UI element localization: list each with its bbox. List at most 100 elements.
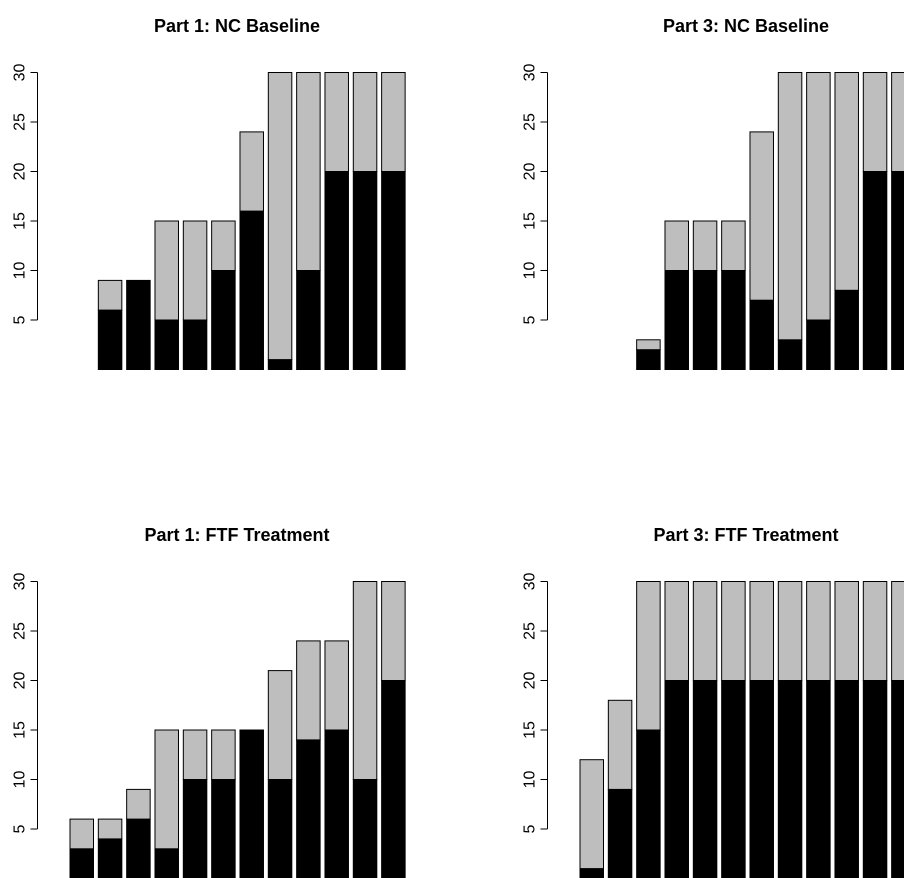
bar-segment-lower: [126, 818, 151, 878]
y-tick-label: 20: [12, 672, 29, 690]
bar-segment-lower: [352, 171, 378, 370]
bar-segment-upper: [834, 581, 859, 681]
bar-segment-upper: [806, 581, 831, 681]
bar-segment-upper: [97, 279, 123, 311]
bar-segment-upper: [777, 581, 803, 681]
bar-segment-upper: [239, 131, 264, 212]
bar-segment-lower: [154, 319, 179, 370]
panel-part1-ftf-treatment: Part 1: FTF Treatment 5 10 15 20 25 30: [12, 525, 406, 878]
bar-segment-upper: [182, 729, 208, 780]
bar-segment-lower: [381, 680, 406, 878]
bar-segment-lower: [806, 680, 831, 878]
bar-segment-upper: [211, 220, 236, 271]
y-tick-label: 5: [12, 824, 29, 833]
y-tick-label: 30: [522, 64, 539, 82]
panel-title: Part 3: NC Baseline: [663, 16, 829, 36]
y-tick-label: 20: [522, 672, 539, 690]
bar-segment-upper: [777, 72, 803, 341]
bar-segment-lower: [211, 270, 236, 370]
bar-segment-lower: [126, 279, 151, 370]
bar-segment-upper: [352, 72, 378, 172]
bar-segment-lower: [806, 319, 831, 370]
bar-segment-lower: [636, 729, 661, 878]
bar-segment-lower: [324, 729, 349, 878]
bar-segment-lower: [777, 339, 803, 370]
y-tick-label: 30: [12, 64, 29, 82]
bar-segment-lower: [267, 779, 293, 878]
bar-segment-upper: [891, 581, 904, 681]
bar-segment-upper: [324, 72, 349, 172]
bar-segment-upper: [749, 581, 774, 681]
y-tick-label: 20: [12, 163, 29, 181]
bar-segment-upper: [806, 72, 831, 321]
bar-segment-lower: [721, 680, 746, 878]
bar-segment-lower: [154, 848, 179, 878]
bar-segment-upper: [296, 72, 321, 271]
bar-segment-lower: [324, 171, 349, 370]
bar-segment-lower: [834, 680, 859, 878]
bar-segment-lower: [834, 289, 859, 370]
bar-segment-lower: [749, 299, 774, 371]
y-tick-label: 10: [12, 262, 29, 280]
y-tick-label: 5: [522, 824, 539, 833]
bar-segment-lower: [296, 270, 321, 370]
bar-segment-upper: [862, 72, 888, 172]
bar-segment-upper: [324, 640, 349, 731]
y-tick-label: 15: [522, 721, 539, 739]
bar-segment-lower: [239, 729, 264, 878]
bar-segment-lower: [749, 680, 774, 878]
bar-segment-upper: [721, 220, 746, 271]
bar-segment-upper: [692, 581, 718, 681]
panel-part3-ftf-treatment: Part 3: FTF Treatment 5 10 15 20 25 30: [522, 525, 904, 878]
bar-segment-lower: [97, 309, 123, 371]
bar-segment-upper: [636, 339, 661, 351]
y-tick-label: 15: [522, 212, 539, 230]
y-tick-label: 25: [12, 113, 29, 131]
y-tick-label: 15: [12, 721, 29, 739]
y-tick-label: 30: [12, 573, 29, 591]
bar-segment-upper: [267, 670, 293, 780]
bar-segment-lower: [692, 270, 718, 370]
y-tick-label: 10: [12, 771, 29, 789]
bar-segment-upper: [834, 72, 859, 291]
bar-segment-upper: [862, 581, 888, 681]
bar-segment-upper: [154, 729, 179, 850]
bar-segment-upper: [352, 581, 378, 780]
y-tick-label: 30: [522, 573, 539, 591]
bar-segment-upper: [97, 818, 123, 840]
bar-segment-upper: [69, 818, 94, 850]
panel-title: Part 3: FTF Treatment: [653, 525, 838, 545]
panel-part3-nc-baseline: Part 3: NC Baseline 5 10 15 20 25 30: [522, 16, 904, 371]
y-tick-label: 20: [522, 163, 539, 181]
bar-segment-lower: [692, 680, 718, 878]
bar-segment-lower: [211, 779, 236, 878]
bar-segment-lower: [862, 680, 888, 878]
bar-segment-upper: [267, 72, 293, 361]
y-tick-label: 10: [522, 262, 539, 280]
bar-segment-lower: [182, 779, 208, 878]
bar-segment-upper: [154, 220, 179, 321]
bar-segment-lower: [721, 270, 746, 370]
panel-title: Part 1: FTF Treatment: [144, 525, 329, 545]
bar-segment-upper: [126, 788, 151, 820]
bar-segment-upper: [721, 581, 746, 681]
y-tick-label: 10: [522, 771, 539, 789]
panel-title: Part 1: NC Baseline: [154, 16, 320, 36]
bar-segment-lower: [862, 171, 888, 370]
bar-segment-upper: [607, 699, 633, 790]
bar-segment-upper: [692, 220, 718, 271]
y-tick-label: 5: [522, 315, 539, 324]
bar-segment-upper: [664, 220, 689, 271]
bar-segment-upper: [182, 220, 208, 321]
panel-part1-nc-baseline: Part 1: NC Baseline 5 10 15 20 25 30: [12, 16, 406, 371]
bar-segment-lower: [381, 171, 406, 370]
bar-segment-upper: [296, 640, 321, 741]
bar-segment-upper: [664, 581, 689, 681]
bar-segment-lower: [607, 788, 633, 878]
bar-segment-upper: [579, 759, 604, 870]
bar-segment-lower: [267, 359, 293, 371]
bar-segment-lower: [579, 868, 604, 878]
y-tick-label: 15: [12, 212, 29, 230]
y-tick-label: 25: [522, 113, 539, 131]
